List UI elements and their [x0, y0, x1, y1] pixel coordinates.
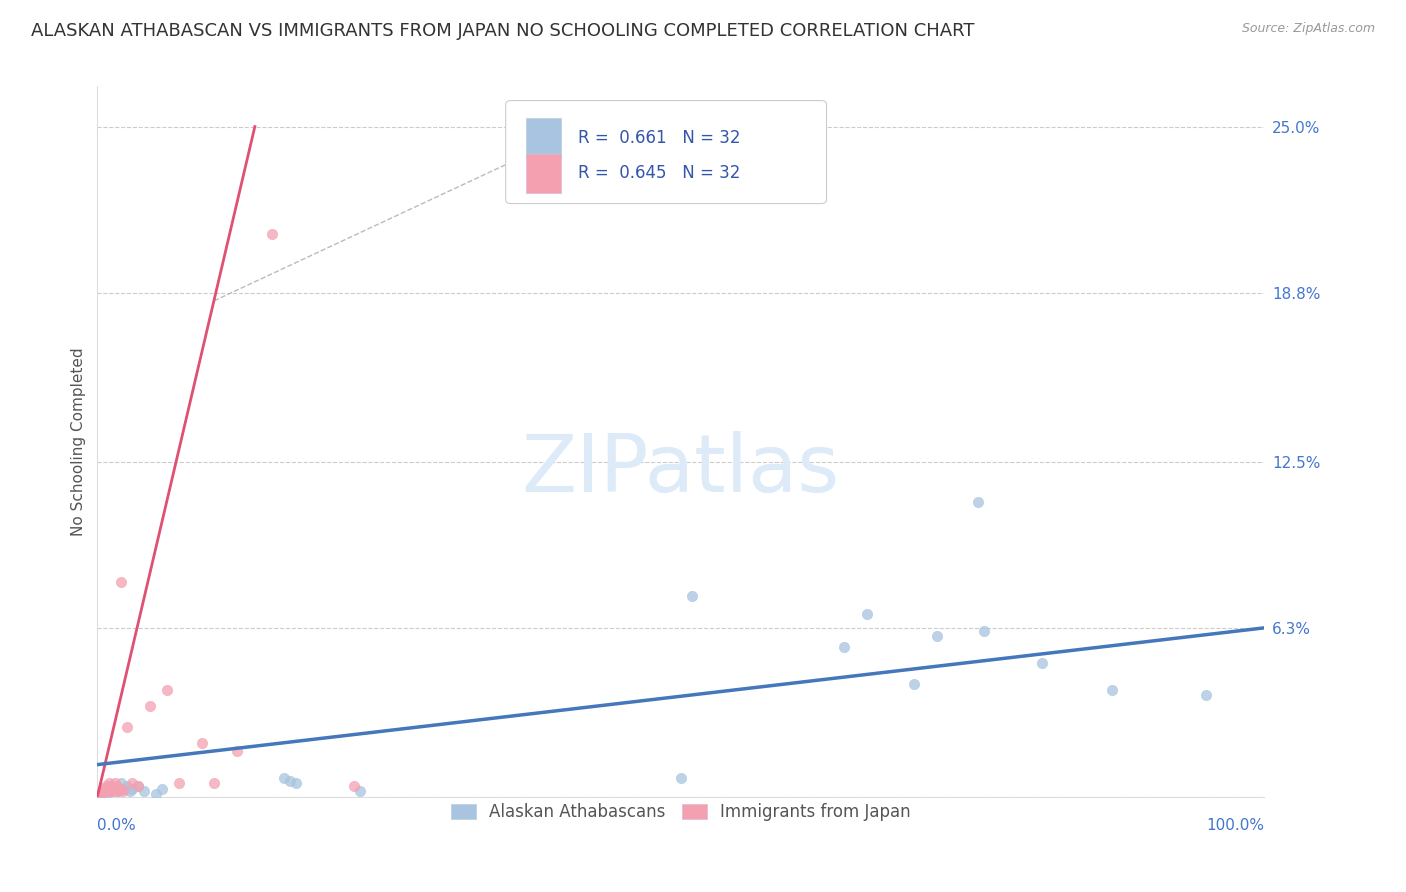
Point: [349, 784, 371, 798]
Point: [139, 698, 162, 713]
Point: [94, 781, 117, 796]
Point: [273, 771, 295, 785]
Point: [100, 779, 122, 793]
Point: [1101, 682, 1123, 697]
Y-axis label: No Schooling Completed: No Schooling Completed: [72, 347, 86, 536]
Point: [98, 784, 121, 798]
Point: [100, 784, 122, 798]
Point: [156, 682, 179, 697]
Text: 100.0%: 100.0%: [1206, 818, 1264, 833]
Text: ZIPatlas: ZIPatlas: [522, 431, 839, 509]
Point: [107, 784, 129, 798]
Point: [107, 784, 129, 798]
Text: Source: ZipAtlas.com: Source: ZipAtlas.com: [1241, 22, 1375, 36]
Point: [262, 227, 284, 241]
Point: [681, 589, 703, 603]
Point: [127, 779, 149, 793]
Point: [105, 781, 128, 796]
Point: [167, 776, 190, 790]
Point: [110, 776, 132, 790]
Point: [101, 781, 124, 796]
Point: [96, 787, 118, 801]
Point: [967, 495, 990, 509]
Point: [927, 629, 949, 643]
Point: [343, 779, 366, 793]
Point: [121, 776, 143, 790]
Point: [104, 781, 127, 796]
Point: [110, 781, 132, 796]
Point: [110, 575, 132, 590]
Point: [856, 607, 879, 622]
Point: [98, 779, 121, 793]
Point: [132, 784, 155, 798]
Point: [111, 781, 134, 796]
FancyBboxPatch shape: [526, 118, 561, 157]
Point: [104, 776, 127, 790]
Point: [103, 784, 125, 798]
Point: [115, 720, 138, 734]
Text: R =  0.645   N = 32: R = 0.645 N = 32: [578, 164, 741, 182]
Point: [202, 776, 225, 790]
Point: [226, 744, 249, 758]
Point: [832, 640, 855, 654]
Legend: Alaskan Athabascans, Immigrants from Japan: Alaskan Athabascans, Immigrants from Jap…: [444, 797, 918, 828]
Point: [118, 784, 141, 798]
Point: [96, 784, 118, 798]
Point: [91, 781, 114, 796]
Point: [903, 677, 925, 691]
Point: [191, 736, 214, 750]
Point: [145, 787, 167, 801]
Text: 0.0%: 0.0%: [97, 818, 136, 833]
Point: [105, 779, 128, 793]
Point: [111, 784, 134, 798]
Point: [91, 784, 114, 798]
Point: [94, 779, 117, 793]
Point: [121, 781, 143, 796]
Text: ALASKAN ATHABASCAN VS IMMIGRANTS FROM JAPAN NO SCHOOLING COMPLETED CORRELATION C: ALASKAN ATHABASCAN VS IMMIGRANTS FROM JA…: [31, 22, 974, 40]
Point: [90, 787, 112, 801]
Point: [97, 781, 120, 796]
FancyBboxPatch shape: [526, 153, 561, 193]
Point: [127, 779, 149, 793]
Point: [1031, 656, 1053, 670]
Point: [973, 624, 995, 638]
Point: [284, 776, 307, 790]
Point: [150, 781, 173, 796]
Point: [1195, 688, 1218, 702]
Point: [669, 771, 692, 785]
Text: R =  0.661   N = 32: R = 0.661 N = 32: [578, 128, 741, 146]
Point: [93, 784, 115, 798]
Point: [90, 787, 112, 801]
Point: [278, 773, 301, 788]
Point: [98, 776, 121, 790]
Point: [91, 784, 114, 798]
Point: [115, 779, 138, 793]
FancyBboxPatch shape: [506, 101, 827, 203]
